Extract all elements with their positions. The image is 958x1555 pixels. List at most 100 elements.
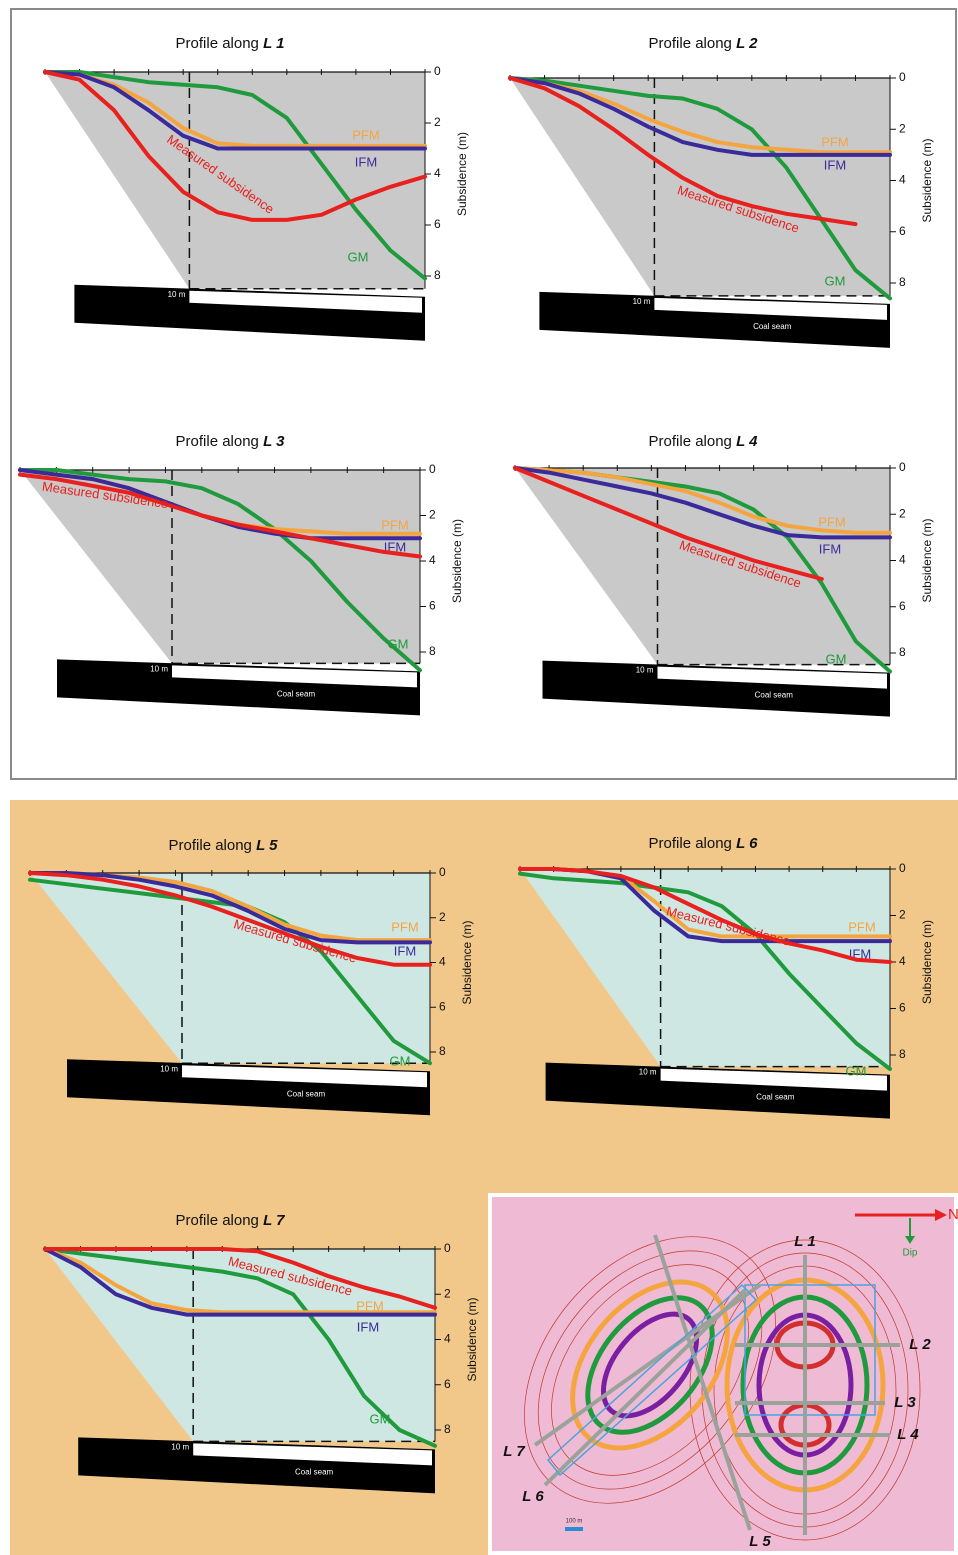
y-axis-label: Subsidence (m) [920, 920, 934, 1004]
map-line-label: L 7 [503, 1443, 525, 1460]
y-tick-label: 8 [429, 644, 436, 658]
chart-title: Profile along L 2 [649, 35, 759, 52]
coal-seam-label: Coal seam [295, 1467, 334, 1476]
title-text: Profile along [176, 35, 259, 52]
chart-title: Profile along L 7 [176, 1212, 286, 1229]
y-tick-label: 4 [899, 553, 906, 567]
y-tick-label: 2 [899, 908, 906, 922]
title-text: Profile along [649, 433, 732, 450]
y-tick-label: 0 [899, 460, 906, 474]
title-text: Profile along [176, 1212, 259, 1229]
y-axis-label: Subsidence (m) [465, 1297, 479, 1381]
y-tick-label: 6 [899, 599, 906, 613]
y-tick-label: 6 [429, 599, 436, 613]
line-name: L 7 [263, 1212, 285, 1229]
coal-seam-label: Coal seam [287, 1089, 326, 1098]
chart-title: Profile along L 4 [649, 433, 759, 450]
y-axis-label: Subsidence (m) [450, 519, 464, 603]
line-name: L 2 [736, 35, 758, 52]
y-tick-label: 4 [439, 955, 446, 969]
scale-label: 10 m [160, 1064, 178, 1073]
y-tick-label: 4 [429, 553, 436, 567]
y-tick-label: 8 [899, 1047, 906, 1061]
series-label: IFM [357, 1319, 379, 1334]
y-tick-label: 8 [439, 1044, 446, 1058]
y-tick-label: 0 [434, 64, 441, 78]
series-label: IFM [394, 943, 416, 958]
y-tick-label: 2 [434, 115, 441, 129]
scale-bar [565, 1527, 583, 1531]
series-label: GM [846, 1063, 867, 1078]
map-line-label: L 3 [894, 1394, 916, 1411]
series-label: GM [388, 636, 409, 651]
y-tick-label: 4 [899, 954, 906, 968]
series-label: PFM [352, 127, 379, 142]
series-label: GM [826, 651, 847, 666]
series-label: PFM [848, 919, 875, 934]
map-line-label: L 4 [897, 1426, 919, 1443]
scale-label: 10 m [633, 297, 651, 306]
y-tick-label: 4 [444, 1332, 451, 1346]
scale-label: 100 m [566, 1519, 583, 1525]
y-tick-label: 2 [439, 910, 446, 924]
scale-label: 10 m [639, 1068, 657, 1077]
y-axis-label: Subsidence (m) [460, 920, 474, 1004]
y-tick-label: 4 [434, 166, 441, 180]
map-line-label: L 6 [522, 1488, 544, 1505]
title-text: Profile along [649, 835, 732, 852]
series-label: IFM [355, 154, 377, 169]
y-tick-label: 2 [429, 508, 436, 522]
y-tick-label: 0 [429, 462, 436, 476]
series-label: PFM [818, 514, 845, 529]
y-tick-label: 8 [434, 268, 441, 282]
series-label: PFM [356, 1298, 383, 1313]
title-text: Profile along [169, 837, 252, 854]
chart-title: Profile along L 6 [649, 835, 759, 852]
y-tick-label: 6 [444, 1377, 451, 1391]
series-label: GM [370, 1411, 391, 1426]
series-label: GM [825, 273, 846, 288]
y-tick-label: 2 [899, 506, 906, 520]
chart-title: Profile along L 3 [176, 433, 286, 450]
coal-seam-label: Coal seam [755, 691, 794, 700]
series-label: GM [348, 249, 369, 264]
series-label: PFM [821, 134, 848, 149]
y-axis-label: Subsidence (m) [920, 138, 934, 222]
y-tick-label: 8 [899, 275, 906, 289]
series-label: PFM [391, 919, 418, 934]
chart-title: Profile along L 5 [169, 837, 279, 854]
map-background [490, 1195, 956, 1553]
line-name: L 3 [263, 433, 285, 450]
y-tick-label: 0 [444, 1241, 451, 1255]
scale-label: 10 m [636, 666, 654, 675]
scale-label: 10 m [171, 1442, 189, 1451]
location-map: N Dip 100 m L 1 L 2 L 3 L 4 L 5 L 6 L 7 [473, 1188, 958, 1553]
map-line-label: L 5 [749, 1533, 771, 1550]
y-tick-label: 8 [444, 1422, 451, 1436]
line-name: L 6 [736, 835, 758, 852]
series-label: IFM [819, 541, 841, 556]
line-name: L 5 [256, 837, 278, 854]
line-name: L 4 [736, 433, 758, 450]
coal-seam-label: Coal seam [277, 689, 316, 698]
coal-seam-label: Coal seam [756, 1093, 795, 1102]
y-tick-label: 8 [899, 645, 906, 659]
chart-title: Profile along L 1 [176, 35, 285, 52]
figure: 10 m 0 2 4 6 8 Subsidence (m) Profile along L 1… [0, 0, 958, 1555]
line-name: L 1 [263, 35, 284, 52]
north-label: N [948, 1206, 958, 1223]
y-axis-label: Subsidence (m) [920, 518, 934, 602]
title-text: Profile along [649, 35, 732, 52]
y-axis-label: Subsidence (m) [455, 132, 469, 216]
series-label: IFM [824, 157, 846, 172]
y-tick-label: 6 [899, 224, 906, 238]
y-tick-label: 6 [439, 999, 446, 1013]
title-text: Profile along [176, 433, 259, 450]
series-label: GM [390, 1053, 411, 1068]
series-label: PFM [381, 517, 408, 532]
y-tick-label: 6 [434, 217, 441, 231]
scale-label: 10 m [150, 664, 168, 673]
map-line-label: L 1 [794, 1233, 815, 1250]
dip-label: Dip [902, 1248, 917, 1259]
map-line-label: L 2 [909, 1336, 931, 1353]
